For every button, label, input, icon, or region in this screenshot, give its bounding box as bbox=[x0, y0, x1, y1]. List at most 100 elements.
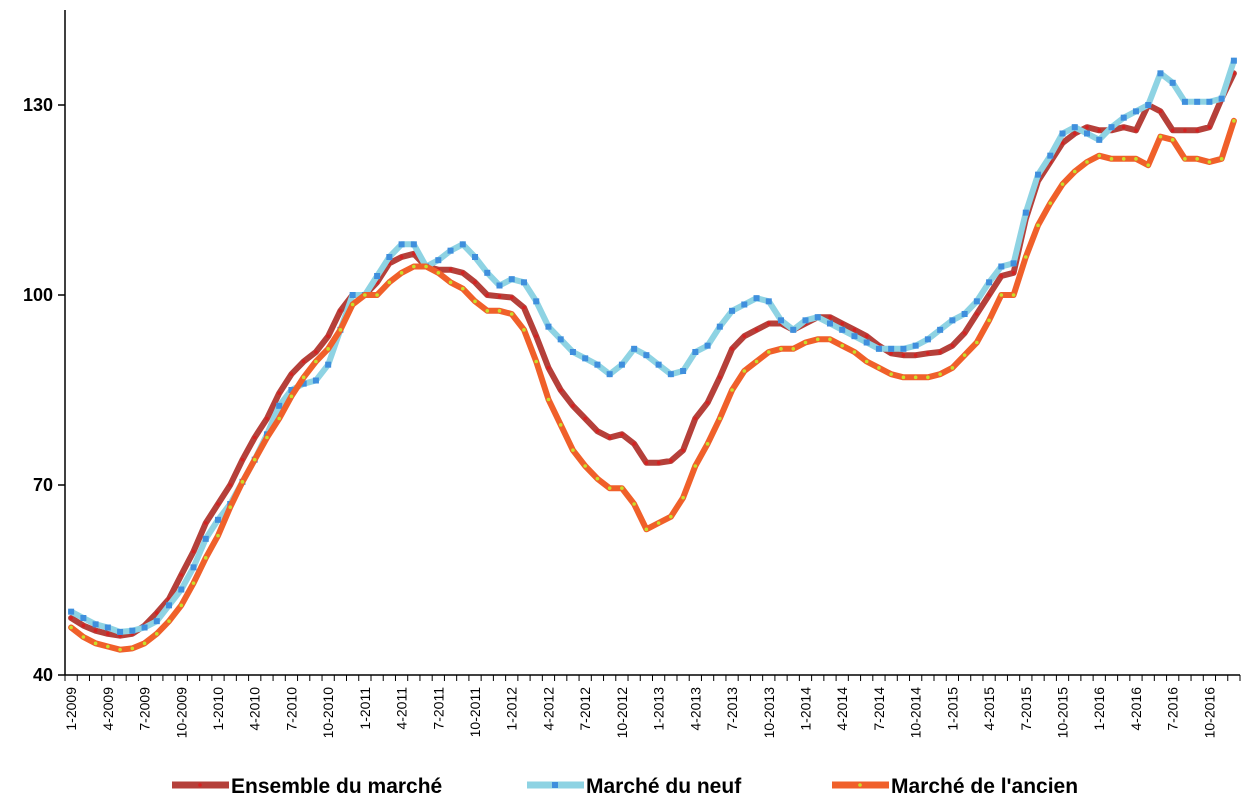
data-point bbox=[669, 459, 673, 463]
data-point bbox=[863, 339, 870, 346]
x-tick-label: 1-2013 bbox=[651, 687, 667, 731]
data-point bbox=[1230, 57, 1237, 64]
x-tick-label: 4-2015 bbox=[981, 687, 997, 731]
legend-item: Marché du neuf bbox=[527, 775, 742, 798]
data-point bbox=[803, 340, 808, 345]
data-point bbox=[546, 366, 551, 370]
data-point bbox=[693, 464, 698, 468]
data-point bbox=[203, 521, 208, 525]
data-point bbox=[129, 627, 136, 634]
data-point bbox=[643, 352, 650, 359]
x-tick-label: 1-2015 bbox=[944, 687, 960, 731]
data-point bbox=[228, 505, 233, 509]
data-point bbox=[583, 416, 587, 421]
data-point bbox=[326, 347, 330, 351]
data-point bbox=[765, 298, 772, 305]
data-point bbox=[889, 351, 893, 356]
data-point bbox=[999, 293, 1004, 297]
data-point bbox=[607, 435, 612, 440]
data-point bbox=[840, 343, 845, 348]
x-tick-label: 10-2014 bbox=[908, 687, 924, 739]
data-point bbox=[338, 309, 343, 313]
data-point bbox=[1048, 201, 1053, 205]
data-point bbox=[594, 361, 601, 368]
data-point bbox=[778, 317, 785, 324]
data-point bbox=[814, 314, 821, 321]
data-point bbox=[828, 337, 832, 342]
data-point bbox=[557, 336, 564, 343]
data-point bbox=[680, 368, 687, 374]
data-point bbox=[1170, 128, 1175, 133]
data-point bbox=[252, 435, 257, 440]
data-point bbox=[202, 535, 209, 542]
data-point bbox=[681, 448, 685, 452]
data-point bbox=[1206, 98, 1213, 105]
data-point bbox=[301, 359, 306, 364]
x-tick-label: 7-2011 bbox=[430, 687, 446, 730]
data-point bbox=[667, 371, 674, 378]
x-tick-label: 10-2016 bbox=[1201, 687, 1217, 739]
series-3 bbox=[68, 117, 1237, 653]
y-axis-ticks: 40 70 100 130 bbox=[23, 95, 65, 685]
data-point bbox=[69, 625, 73, 630]
series-line bbox=[68, 70, 1237, 639]
data-point bbox=[1121, 125, 1126, 129]
x-tick-label: 1-2011 bbox=[357, 687, 373, 730]
data-point bbox=[924, 336, 931, 343]
data-point bbox=[840, 321, 845, 326]
data-point bbox=[1134, 128, 1138, 133]
data-point bbox=[534, 359, 539, 364]
data-point bbox=[1060, 182, 1065, 186]
data-point bbox=[912, 342, 919, 349]
data-point bbox=[265, 435, 269, 440]
data-point bbox=[571, 404, 575, 408]
data-point bbox=[692, 349, 699, 355]
data-point bbox=[252, 457, 257, 462]
x-tick-label: 7-2010 bbox=[283, 687, 299, 731]
data-point bbox=[276, 402, 283, 409]
legend-label: Marché du neuf bbox=[586, 775, 742, 798]
x-tick-label: 7-2009 bbox=[137, 687, 153, 731]
data-point bbox=[460, 271, 465, 275]
data-point bbox=[497, 309, 502, 313]
data-point bbox=[620, 486, 624, 490]
data-point bbox=[508, 276, 515, 283]
x-tick-label: 4-2010 bbox=[247, 687, 263, 731]
data-point bbox=[938, 372, 942, 376]
data-point bbox=[620, 432, 624, 437]
data-point bbox=[595, 476, 600, 481]
data-point bbox=[607, 486, 612, 490]
data-point bbox=[277, 416, 281, 421]
data-point bbox=[141, 624, 148, 631]
data-point bbox=[399, 255, 404, 259]
data-point bbox=[718, 375, 722, 380]
data-point bbox=[815, 337, 820, 342]
legend-item: Marché de l'ancien bbox=[832, 775, 1078, 798]
data-point bbox=[900, 345, 907, 352]
data-point bbox=[375, 293, 379, 297]
data-point bbox=[950, 343, 955, 348]
data-point bbox=[289, 372, 294, 376]
data-point bbox=[300, 380, 307, 387]
x-tick-label: 4-2011 bbox=[394, 687, 410, 730]
data-point bbox=[106, 644, 110, 649]
data-point bbox=[1183, 128, 1187, 133]
data-point bbox=[987, 293, 991, 297]
chart-legend: Ensemble du marché Marché du neuf Marché d… bbox=[172, 775, 1078, 798]
y-tick-label: 100 bbox=[23, 285, 53, 305]
data-point bbox=[730, 388, 734, 392]
data-point bbox=[1169, 79, 1176, 86]
data-point bbox=[864, 359, 869, 364]
data-point bbox=[938, 350, 942, 354]
data-point bbox=[1024, 255, 1028, 259]
data-point bbox=[558, 388, 563, 392]
data-point bbox=[669, 514, 673, 519]
data-point bbox=[447, 247, 454, 254]
data-point bbox=[435, 257, 442, 264]
data-point bbox=[93, 628, 98, 633]
legend-item: Ensemble du marché bbox=[172, 775, 442, 798]
data-point bbox=[718, 416, 722, 421]
data-point bbox=[1108, 124, 1115, 131]
data-point bbox=[779, 347, 783, 351]
data-point bbox=[975, 340, 979, 345]
